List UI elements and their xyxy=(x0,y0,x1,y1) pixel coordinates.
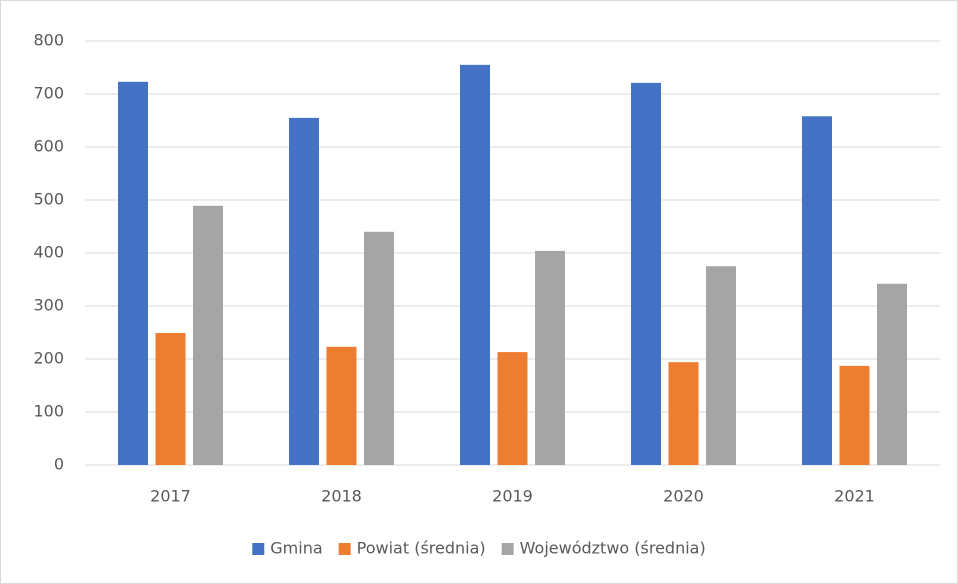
bar xyxy=(497,352,528,465)
x-tick-label: 2021 xyxy=(834,487,875,506)
y-tick-label: 300 xyxy=(33,296,64,315)
y-tick-label: 500 xyxy=(33,190,64,209)
y-tick-label: 400 xyxy=(33,243,64,262)
bar xyxy=(326,346,357,465)
x-tick-label: 2018 xyxy=(321,487,362,506)
bar xyxy=(364,231,394,465)
y-tick-label: 0 xyxy=(54,455,64,474)
bar xyxy=(631,82,661,466)
y-tick-label: 100 xyxy=(33,402,64,421)
y-tick-label: 700 xyxy=(33,84,64,103)
legend-swatch xyxy=(338,543,351,555)
bar xyxy=(877,283,907,465)
x-tick-label: 2020 xyxy=(663,487,704,506)
bar xyxy=(193,205,223,465)
legend-label: Województwo (średnia) xyxy=(520,539,706,558)
y-tick-label: 800 xyxy=(33,31,64,50)
bar xyxy=(460,64,490,465)
bar xyxy=(118,81,148,465)
bar xyxy=(668,362,699,465)
bar xyxy=(535,250,565,465)
y-tick-label: 600 xyxy=(33,137,64,156)
bar xyxy=(706,266,736,465)
legend-swatch xyxy=(252,543,265,555)
legend-label: Gmina xyxy=(270,539,322,558)
legend-swatch xyxy=(501,543,514,555)
bar xyxy=(155,333,186,465)
x-tick-label: 2017 xyxy=(150,487,191,506)
y-tick-label: 200 xyxy=(33,349,64,368)
legend-label: Powiat (średnia) xyxy=(357,539,486,558)
bar xyxy=(802,116,832,465)
bar xyxy=(289,117,319,465)
bar xyxy=(839,365,870,465)
x-tick-label: 2019 xyxy=(492,487,533,506)
